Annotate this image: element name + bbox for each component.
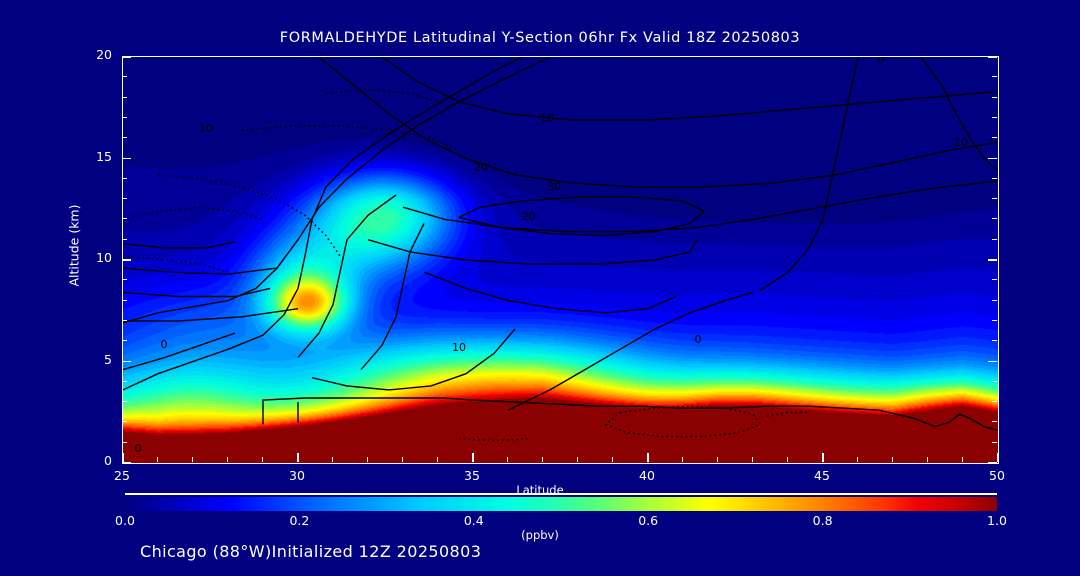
y-minor-tick — [122, 299, 127, 301]
colorbar-tick-label-0.6: 0.6 — [638, 513, 659, 528]
y-tick-label-10: 10 — [96, 250, 112, 265]
x-tick-label-30: 30 — [289, 468, 305, 483]
y-minor-tick — [992, 441, 997, 443]
x-minor-tick — [437, 457, 438, 462]
x-tick-label-45: 45 — [814, 468, 830, 483]
y-tick-20 — [122, 56, 131, 58]
y-axis-label: Altitude (km) — [66, 204, 82, 287]
x-minor-tick — [612, 457, 613, 462]
x-minor-tick — [507, 457, 508, 462]
y-minor-tick — [122, 96, 127, 98]
y-minor-tick — [122, 380, 127, 382]
colorbar-top-rule — [125, 493, 997, 495]
y-tick-right-15 — [988, 157, 997, 159]
y-tick-right-0 — [988, 462, 997, 464]
y-minor-tick — [122, 137, 127, 139]
y-tick-0 — [122, 462, 131, 464]
x-minor-tick — [787, 457, 788, 462]
x-minor-tick — [367, 457, 368, 462]
y-minor-tick — [992, 218, 997, 220]
x-minor-tick — [157, 457, 158, 462]
colorbar-tick-label-0.8: 0.8 — [812, 513, 833, 528]
y-minor-tick — [992, 340, 997, 342]
y-minor-tick — [992, 137, 997, 139]
x-tick-40 — [647, 453, 649, 462]
x-minor-tick — [192, 457, 193, 462]
x-minor-tick — [752, 457, 753, 462]
y-minor-tick — [992, 401, 997, 403]
y-minor-tick — [122, 218, 127, 220]
colorbar-tick-label-0.2: 0.2 — [289, 513, 310, 528]
colorbar-tick-label-1.0: 1.0 — [987, 513, 1007, 528]
x-minor-tick — [262, 457, 263, 462]
y-tick-10 — [122, 259, 131, 261]
y-minor-tick — [992, 198, 997, 200]
y-minor-tick — [992, 421, 997, 423]
x-tick-30 — [297, 453, 299, 462]
x-minor-tick — [332, 457, 333, 462]
page-title: FORMALDEHYDE Latitudinal Y-Section 06hr … — [279, 30, 801, 46]
y-tick-5 — [122, 360, 131, 362]
y-minor-tick — [992, 299, 997, 301]
x-minor-tick — [927, 457, 928, 462]
y-minor-tick — [122, 116, 127, 118]
x-minor-tick — [542, 457, 543, 462]
formaldehyde-field — [123, 57, 998, 463]
y-tick-label-15: 15 — [96, 148, 112, 164]
colorbar-unit: (ppbv) — [521, 528, 559, 542]
y-minor-tick — [992, 319, 997, 321]
y-minor-tick — [992, 116, 997, 118]
x-minor-tick — [682, 457, 683, 462]
x-tick-50 — [997, 453, 999, 462]
y-minor-tick — [122, 441, 127, 443]
x-tick-label-50: 50 — [989, 468, 1005, 483]
y-minor-tick — [992, 238, 997, 240]
y-tick-15 — [122, 157, 131, 159]
x-minor-tick — [857, 457, 858, 462]
y-minor-tick — [992, 96, 997, 98]
plot-area: 10 10 20 30 20 0 10 0 10 0 0 — [122, 56, 999, 464]
x-tick-25 — [122, 453, 124, 462]
colorbar-tick-label-0.0: 0.0 — [115, 513, 135, 528]
x-minor-tick — [962, 457, 963, 462]
y-minor-tick — [122, 319, 127, 321]
y-minor-tick — [122, 279, 127, 281]
x-minor-tick — [577, 457, 578, 462]
y-minor-tick — [992, 380, 997, 382]
y-minor-tick — [122, 177, 127, 179]
footer-label: Chicago (88°W)Initialized 12Z 20250803 — [140, 542, 482, 561]
y-minor-tick — [122, 238, 127, 240]
y-minor-tick — [122, 340, 127, 342]
x-tick-35 — [472, 453, 474, 462]
y-minor-tick — [992, 76, 997, 78]
y-minor-tick — [122, 198, 127, 200]
y-minor-tick — [992, 177, 997, 179]
y-minor-tick — [122, 76, 127, 78]
colorbar — [125, 497, 997, 511]
x-tick-label-25: 25 — [114, 468, 130, 483]
colorbar-tick-label-0.4: 0.4 — [463, 513, 484, 528]
x-tick-label-35: 35 — [464, 468, 480, 483]
x-minor-tick — [717, 457, 718, 462]
y-tick-right-5 — [988, 360, 997, 362]
y-tick-label-5: 5 — [104, 351, 112, 367]
y-minor-tick — [122, 401, 127, 403]
x-tick-45 — [822, 453, 824, 462]
y-tick-label-20: 20 — [96, 47, 112, 62]
y-tick-right-20 — [988, 56, 997, 58]
x-tick-label-40: 40 — [639, 468, 655, 483]
y-minor-tick — [122, 421, 127, 423]
x-minor-tick — [892, 457, 893, 462]
x-minor-tick — [402, 457, 403, 462]
x-minor-tick — [227, 457, 228, 462]
y-minor-tick — [992, 279, 997, 281]
y-tick-right-10 — [988, 259, 997, 261]
y-tick-label-0: 0 — [104, 453, 112, 468]
